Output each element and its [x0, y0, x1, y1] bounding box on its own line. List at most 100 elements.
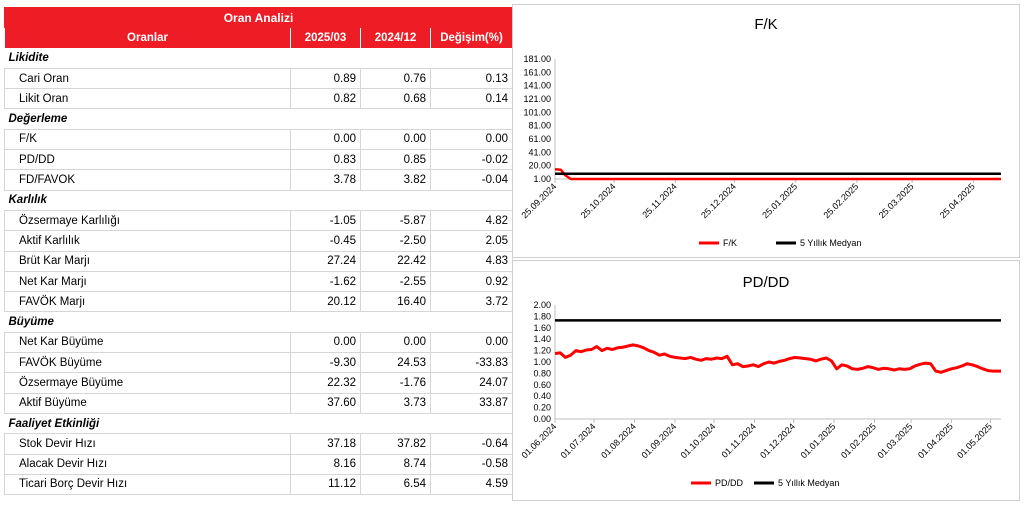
fk-chart: F/K 181.00 161.00 141.00 121.00 101.00 81.00 61… [519, 16, 1001, 248]
x-tick-label: 01.10.2024 [679, 421, 718, 460]
ratio-name-cell: Aktif Karlılık [4, 230, 291, 252]
x-tick-label: 01.06.2024 [519, 421, 558, 460]
table-row: Net Kar Marjı -1.62 -2.55 0.92 [4, 270, 514, 293]
x-tick-label: 25.12.2024 [699, 181, 738, 220]
value-2024-12-cell: 22.42 [360, 250, 431, 272]
x-tick-label: 25.10.2024 [579, 181, 618, 220]
y-tick-label: 101.00 [523, 107, 551, 117]
legend-label: 5 Yıllık Medyan [778, 478, 839, 488]
value-2024-12-cell: 0.76 [360, 67, 431, 90]
y-tick-label: 161.00 [523, 67, 551, 77]
ratio-name-cell: Aktif Büyüme [4, 392, 291, 414]
section-header-row: Karlılık [4, 189, 513, 211]
value-2025-03-cell: 37.18 [290, 433, 361, 455]
series-line [554, 168, 1001, 181]
x-tick-label: 01.02.2025 [839, 421, 878, 460]
x-tick-label: 25.01.2025 [760, 181, 799, 220]
value-2024-12-cell: -2.55 [360, 270, 431, 293]
ratio-name-cell: Stok Devir Hızı [4, 433, 291, 455]
x-tick-label: 01.12.2024 [758, 421, 797, 460]
column-header-ratios: Oranlar [4, 27, 291, 49]
table-title: Oran Analizi [3, 6, 514, 29]
table-row: Likit Oran 0.82 0.68 0.14 [4, 88, 514, 110]
change-cell: 2.05 [429, 230, 514, 252]
column-header-2024-12: 2024/12 [360, 27, 431, 49]
change-cell: -0.58 [429, 453, 514, 475]
value-2024-12-cell: 0.00 [360, 331, 431, 354]
change-cell: -0.02 [429, 149, 514, 171]
y-tick-label: 0.40 [533, 391, 551, 401]
change-cell: 4.82 [429, 209, 514, 232]
chart-title: PD/DD [743, 274, 790, 291]
y-tick-label: 141.00 [523, 81, 551, 91]
change-cell: 3.72 [429, 291, 514, 313]
value-2025-03-cell: 8.16 [290, 453, 361, 475]
value-2025-03-cell: 0.00 [290, 331, 361, 354]
ratio-name-cell: Özsermaye Karlılığı [4, 209, 291, 232]
table-row: F/K 0.00 0.00 0.00 [4, 128, 514, 151]
value-2024-12-cell: 37.82 [360, 433, 431, 455]
ratio-name-cell: Likit Oran [4, 88, 291, 110]
table-row: Brüt Kar Marjı 27.24 22.42 4.83 [4, 250, 514, 272]
y-tick-label: 1.80 [533, 311, 551, 321]
legend-label: 5 Yıllık Medyan [800, 238, 861, 248]
y-tick-label: 20.00 [528, 161, 551, 171]
change-cell: 0.13 [429, 67, 514, 90]
table-row: Net Kar Büyüme 0.00 0.00 0.00 [4, 331, 514, 354]
value-2025-03-cell: 0.89 [290, 67, 361, 90]
ratio-table: Oran Analizi Oranlar 2025/03 2024/12 Değ… [3, 6, 514, 496]
change-cell: 4.59 [429, 473, 514, 496]
table-row: FAVÖK Büyüme -9.30 24.53 -33.83 [4, 352, 514, 374]
y-tick-label: 0.80 [533, 368, 551, 378]
pddd-chart-panel: PD/DD 2.00 1.80 1.60 1.40 1.20 1.00 0.80 0.60 0.4… [512, 260, 1020, 501]
table-row: FD/FAVOK 3.78 3.82 -0.04 [4, 169, 514, 191]
fk-chart-panel: F/K 181.00 161.00 141.00 121.00 101.00 81.00 61… [512, 4, 1020, 258]
y-tick-label: 121.00 [523, 94, 551, 104]
value-2025-03-cell: 27.24 [290, 250, 361, 272]
x-tick-label: 01.04.2025 [916, 421, 955, 460]
chart-title: F/K [754, 16, 777, 33]
x-tick-label: 25.09.2024 [519, 181, 558, 220]
ratio-name-cell: Cari Oran [4, 67, 291, 90]
table-row: Stok Devir Hızı 37.18 37.82 -0.64 [4, 433, 514, 455]
y-tick-label: 1.40 [533, 334, 551, 344]
value-2024-12-cell: 8.74 [360, 453, 431, 475]
section-header-row: Değerleme [4, 108, 513, 130]
change-cell: -33.83 [429, 352, 514, 374]
ratio-name-cell: FAVÖK Büyüme [4, 352, 291, 374]
table-row: Özsermaye Karlılığı -1.05 -5.87 4.82 [4, 209, 514, 232]
section-title: Değerleme [4, 108, 513, 130]
ratio-name-cell: FD/FAVOK [4, 169, 291, 191]
section-title: Büyüme [4, 311, 513, 333]
value-2024-12-cell: -1.76 [360, 372, 431, 394]
value-2025-03-cell: 3.78 [290, 169, 361, 191]
value-2024-12-cell: 0.68 [360, 88, 431, 110]
value-2025-03-cell: -0.45 [290, 230, 361, 252]
y-tick-label: 1.60 [533, 323, 551, 333]
series-line [554, 343, 1001, 374]
legend-label: F/K [723, 238, 737, 248]
table-row: Cari Oran 0.89 0.76 0.13 [4, 67, 514, 90]
value-2025-03-cell: 0.83 [290, 149, 361, 171]
y-tick-label: 1.20 [533, 346, 551, 356]
x-tick-label: 01.07.2024 [559, 421, 598, 460]
table-row: Alacak Devir Hızı 8.16 8.74 -0.58 [4, 453, 514, 475]
section-header-row: Likidite [4, 47, 513, 69]
change-cell: 4.83 [429, 250, 514, 272]
section-header-row: Faaliyet Etkinliği [4, 412, 513, 435]
ratio-name-cell: FAVÖK Marjı [4, 291, 291, 313]
change-cell: 33.87 [429, 392, 514, 414]
value-2025-03-cell: 37.60 [290, 392, 361, 414]
ratio-analysis-table: Oran Analizi Oranlar 2025/03 2024/12 Değ… [3, 6, 514, 496]
value-2024-12-cell: 0.85 [360, 149, 431, 171]
x-tick-label: 01.01.2025 [799, 421, 838, 460]
y-tick-label: 61.00 [528, 134, 551, 144]
table-row: FAVÖK Marjı 20.12 16.40 3.72 [4, 291, 514, 313]
value-2025-03-cell: 0.82 [290, 88, 361, 110]
x-tick-label: 25.02.2025 [821, 181, 860, 220]
table-body: Likidite Cari Oran 0.89 0.76 0.13 Likit Oran 0… [4, 47, 514, 496]
ratio-name-cell: PD/DD [4, 149, 291, 171]
change-cell: 24.07 [429, 372, 514, 394]
x-tick-label: 01.08.2024 [599, 421, 638, 460]
legend-label: PD/DD [715, 478, 744, 488]
